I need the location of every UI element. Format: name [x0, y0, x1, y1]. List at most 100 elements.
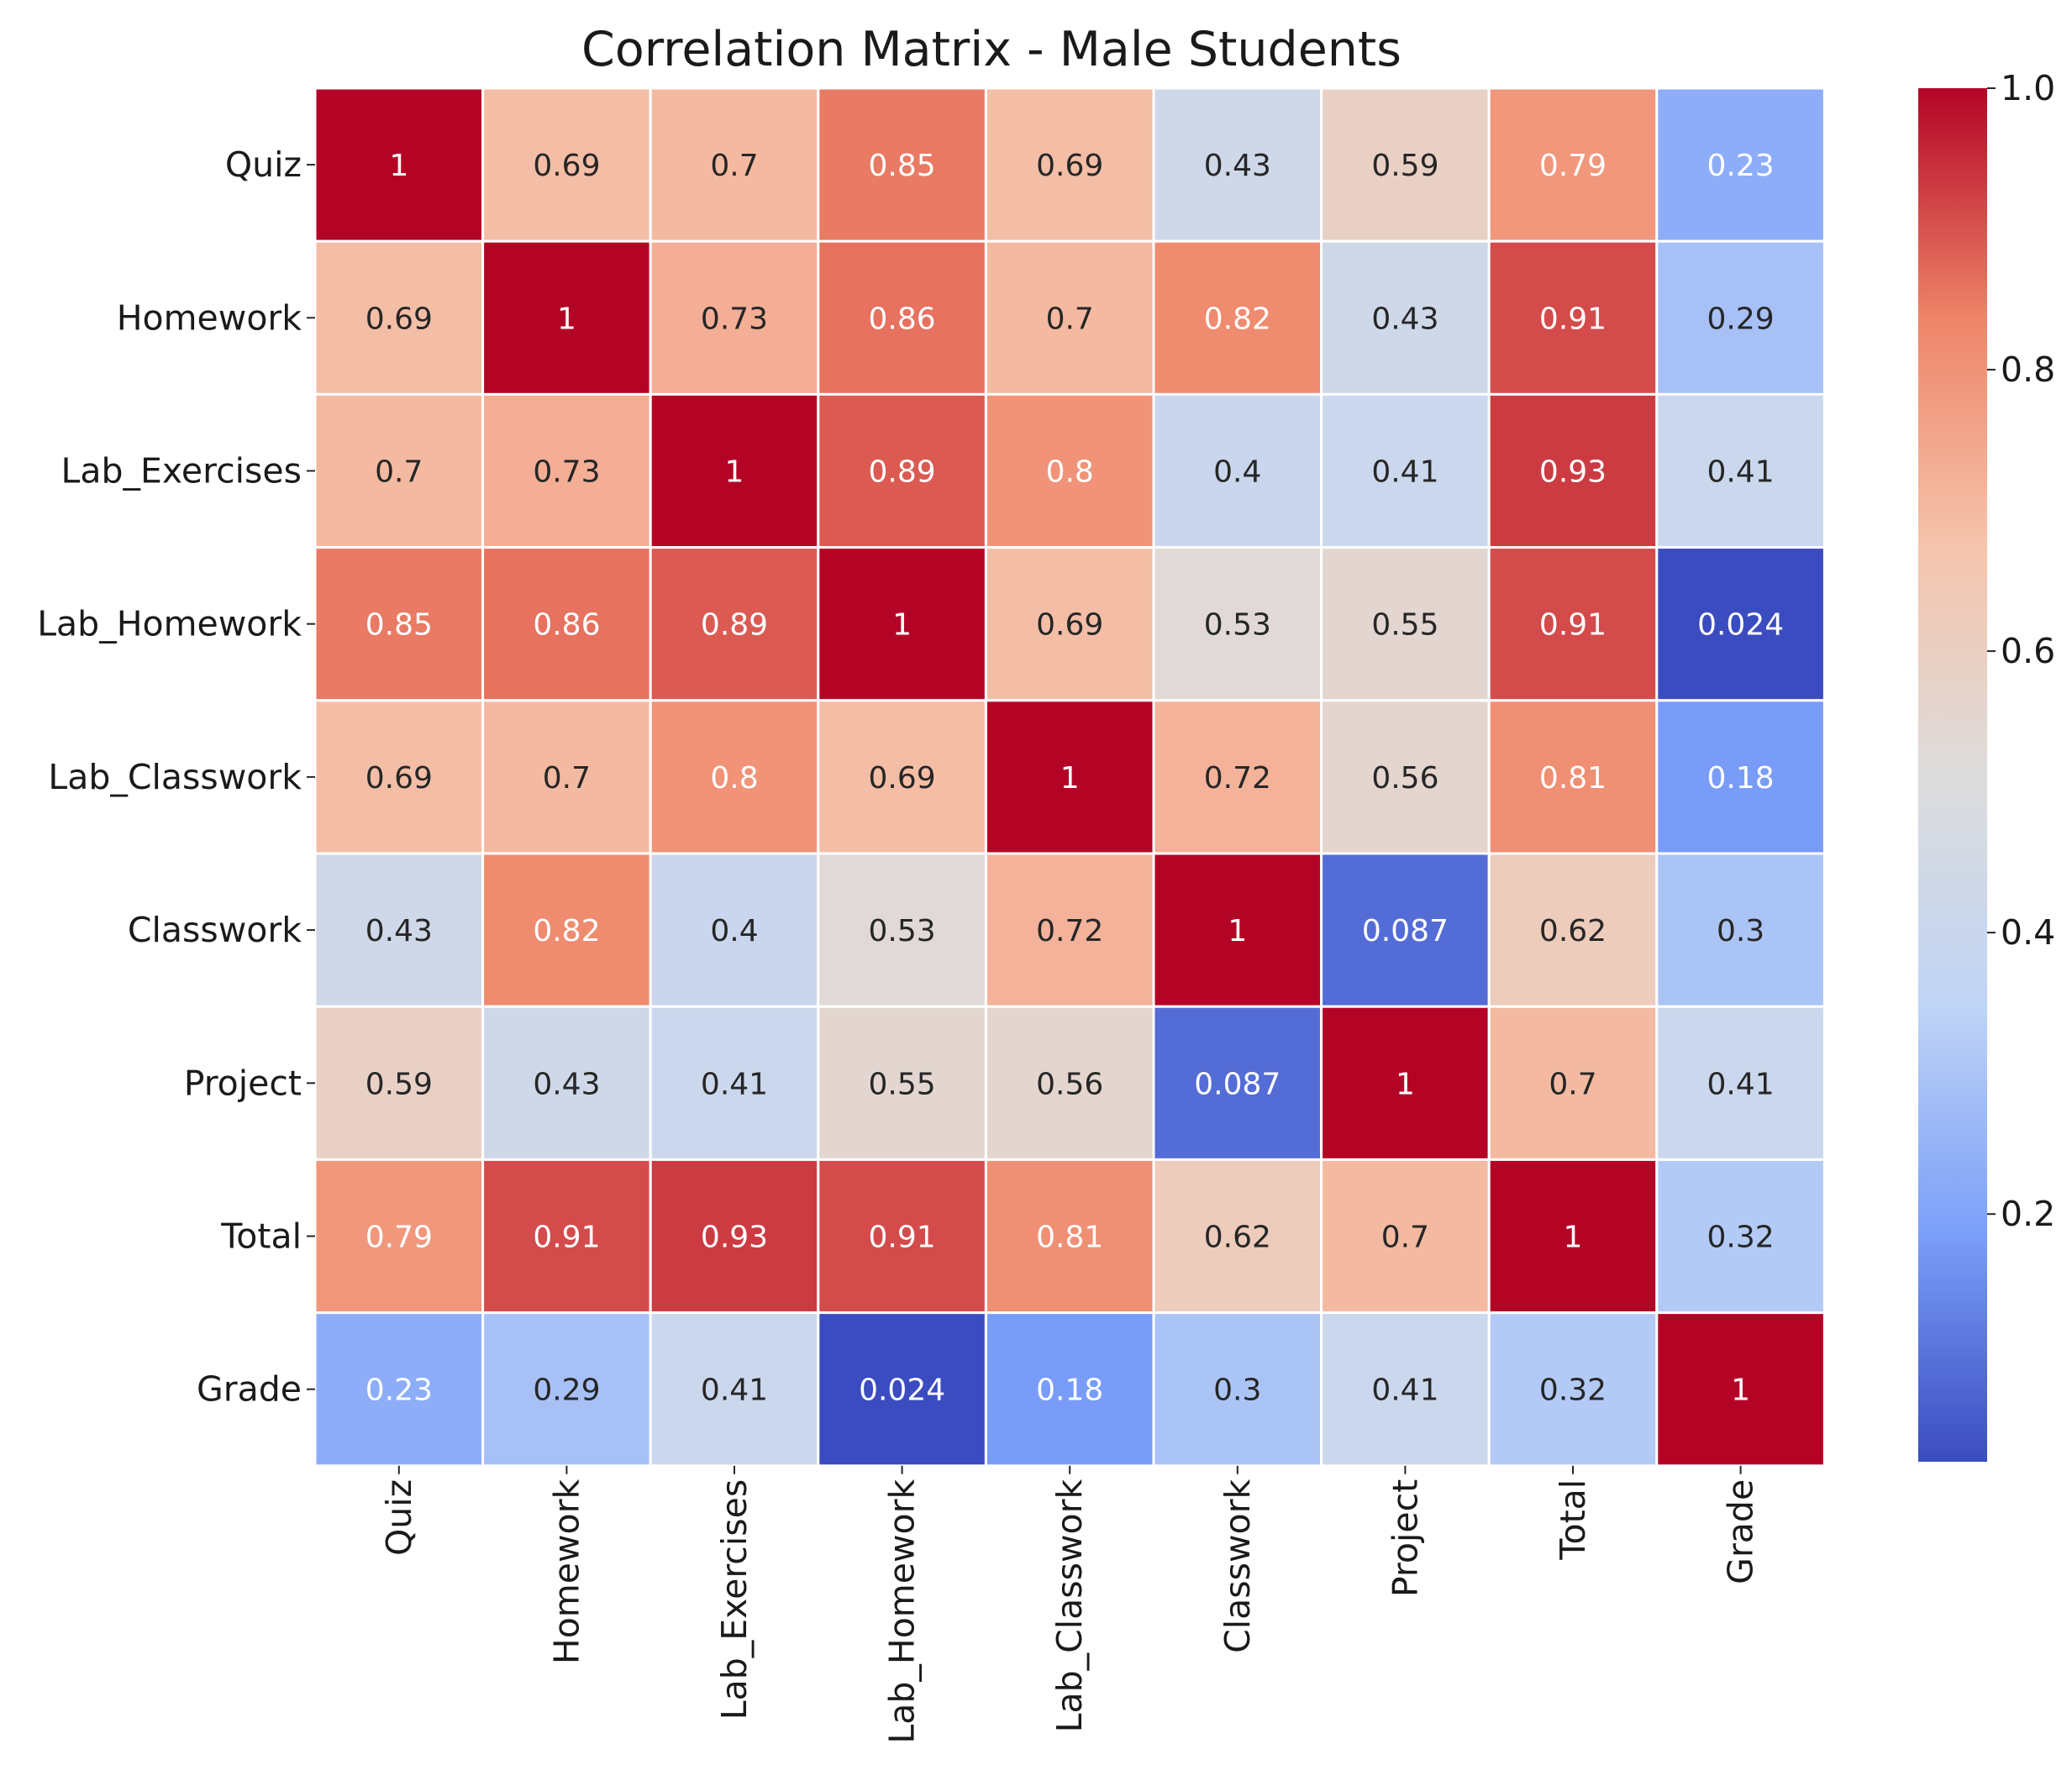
- cell-value-label: 0.32: [1539, 1374, 1607, 1408]
- heatmap-cell: [1655, 546, 1826, 702]
- heatmap-cell: [1487, 239, 1659, 396]
- x-tick-label: Quiz: [379, 1479, 419, 1556]
- heatmap-cell: [1320, 392, 1491, 549]
- heatmap-cell: [313, 87, 485, 243]
- heatmap-cell: [481, 87, 652, 243]
- cell-value-label: 0.81: [1036, 1221, 1103, 1255]
- heatmap-cell: [313, 392, 485, 549]
- heatmap-cell: [817, 852, 987, 1008]
- heatmap-cell: [1655, 1311, 1826, 1468]
- heatmap-cell: [984, 1005, 1155, 1161]
- heatmap-cell: [1655, 392, 1826, 549]
- cell-value-label: 0.41: [701, 1067, 768, 1101]
- cell-value-label: 0.82: [533, 914, 600, 948]
- cell-value-label: 0.81: [1539, 761, 1607, 796]
- cell-value-label: 0.72: [1036, 914, 1103, 948]
- heatmap-cell: [1655, 239, 1826, 396]
- heatmap-cell: [649, 1158, 820, 1315]
- heatmap-cell: [1320, 699, 1491, 855]
- heatmap-cell: [1487, 87, 1659, 243]
- cell-value-label: 0.23: [1707, 149, 1775, 183]
- cell-value-label: 0.32: [1707, 1221, 1775, 1255]
- cell-value-label: 0.087: [1362, 914, 1449, 948]
- cell-value-label: 0.55: [869, 1067, 936, 1101]
- cell-value-label: 0.3: [1213, 1374, 1261, 1408]
- heatmap-cell: [817, 1158, 987, 1315]
- colorbar-tick-label: 1.0: [2001, 68, 2055, 108]
- cell-value-label: 0.23: [365, 1374, 433, 1408]
- heatmap-cell: [817, 87, 987, 243]
- heatmap-cell: [313, 852, 485, 1008]
- cell-value-label: 0.7: [1549, 1067, 1596, 1101]
- cell-value-label: 0.91: [533, 1221, 600, 1255]
- cell-value-label: 0.41: [1707, 455, 1775, 490]
- cell-value-label: 0.85: [869, 149, 936, 183]
- cell-value-label: 1: [1564, 1221, 1583, 1255]
- heatmap-cell: [817, 392, 987, 549]
- heatmap-cell: [481, 546, 652, 702]
- heatmap-cell: [1320, 1311, 1491, 1468]
- cell-value-label: 0.91: [1539, 608, 1607, 643]
- cell-value-label: 0.43: [533, 1067, 600, 1101]
- cell-value-label: 0.72: [1204, 761, 1271, 796]
- colorbar-tick-label: 0.2: [2001, 1194, 2055, 1234]
- cell-value-label: 0.41: [1707, 1067, 1775, 1101]
- heatmap-cell: [313, 699, 485, 855]
- cell-value-label: 0.86: [869, 302, 936, 336]
- chart-title: Correlation Matrix - Male Students: [581, 22, 1401, 77]
- cell-value-label: 0.73: [701, 302, 768, 336]
- cell-value-label: 0.7: [543, 761, 591, 796]
- heatmap-cell: [1152, 1158, 1323, 1315]
- cell-value-label: 0.69: [1036, 608, 1103, 643]
- cell-value-label: 0.82: [1204, 302, 1271, 336]
- heatmap-cell: [984, 1158, 1155, 1315]
- cell-value-label: 0.53: [869, 914, 936, 948]
- cell-value-label: 1: [892, 608, 912, 643]
- colorbar-tick-label: 0.8: [2001, 349, 2055, 390]
- cell-value-label: 0.29: [1707, 302, 1775, 336]
- cell-value-label: 0.41: [1371, 1374, 1438, 1408]
- x-tick-label: Grade: [1721, 1479, 1761, 1584]
- heatmap-cell: [649, 87, 820, 243]
- cell-value-label: 0.79: [1539, 149, 1607, 183]
- heatmap-cell: [1152, 852, 1323, 1008]
- x-tick-label: Lab_Exercises: [714, 1479, 755, 1720]
- cell-value-label: 1: [725, 455, 744, 490]
- cell-value-label: 0.89: [701, 608, 768, 643]
- heatmap-cell: [313, 1158, 485, 1315]
- cell-value-label: 0.7: [710, 149, 758, 183]
- heatmap-cell: [817, 1311, 987, 1468]
- cell-value-label: 0.7: [1046, 302, 1094, 336]
- cell-value-label: 0.3: [1717, 914, 1764, 948]
- heatmap-cell: [649, 852, 820, 1008]
- cell-value-label: 0.59: [365, 1067, 433, 1101]
- cell-value-label: 0.43: [1204, 149, 1271, 183]
- cell-value-label: 0.087: [1194, 1067, 1281, 1101]
- colorbar-tick-label: 0.6: [2001, 631, 2055, 671]
- cell-value-label: 0.024: [859, 1374, 945, 1408]
- cell-value-label: 0.41: [1371, 455, 1438, 490]
- heatmap-cell: [817, 699, 987, 855]
- cell-value-label: 0.69: [365, 302, 433, 336]
- x-tick-label: Lab_Homework: [882, 1479, 923, 1744]
- heatmap-cell: [984, 852, 1155, 1008]
- heatmap-cell: [649, 699, 820, 855]
- cell-value-label: 1: [557, 302, 576, 336]
- cell-value-label: 0.55: [1371, 608, 1438, 643]
- cell-value-label: 0.62: [1204, 1221, 1271, 1255]
- cell-value-label: 0.69: [1036, 149, 1103, 183]
- cell-value-label: 1: [1060, 761, 1080, 796]
- x-tick-label: Total: [1553, 1479, 1593, 1561]
- x-tick-label: Classwork: [1217, 1479, 1258, 1653]
- y-tick-label: Lab_Classwork: [48, 757, 302, 797]
- heatmap-cell: [649, 1311, 820, 1468]
- x-tick-label: Homework: [546, 1479, 586, 1665]
- cell-value-label: 0.59: [1371, 149, 1438, 183]
- heatmap-cell: [1487, 852, 1659, 1008]
- cell-value-label: 0.86: [533, 608, 600, 643]
- cell-value-label: 0.73: [533, 455, 600, 490]
- colorbar: 0.2 0.4 0.6 0.8 1.0: [1918, 68, 2055, 1462]
- cell-value-label: 0.7: [1381, 1221, 1429, 1255]
- cell-value-label: 0.4: [710, 914, 758, 948]
- heatmap-cell: [649, 239, 820, 396]
